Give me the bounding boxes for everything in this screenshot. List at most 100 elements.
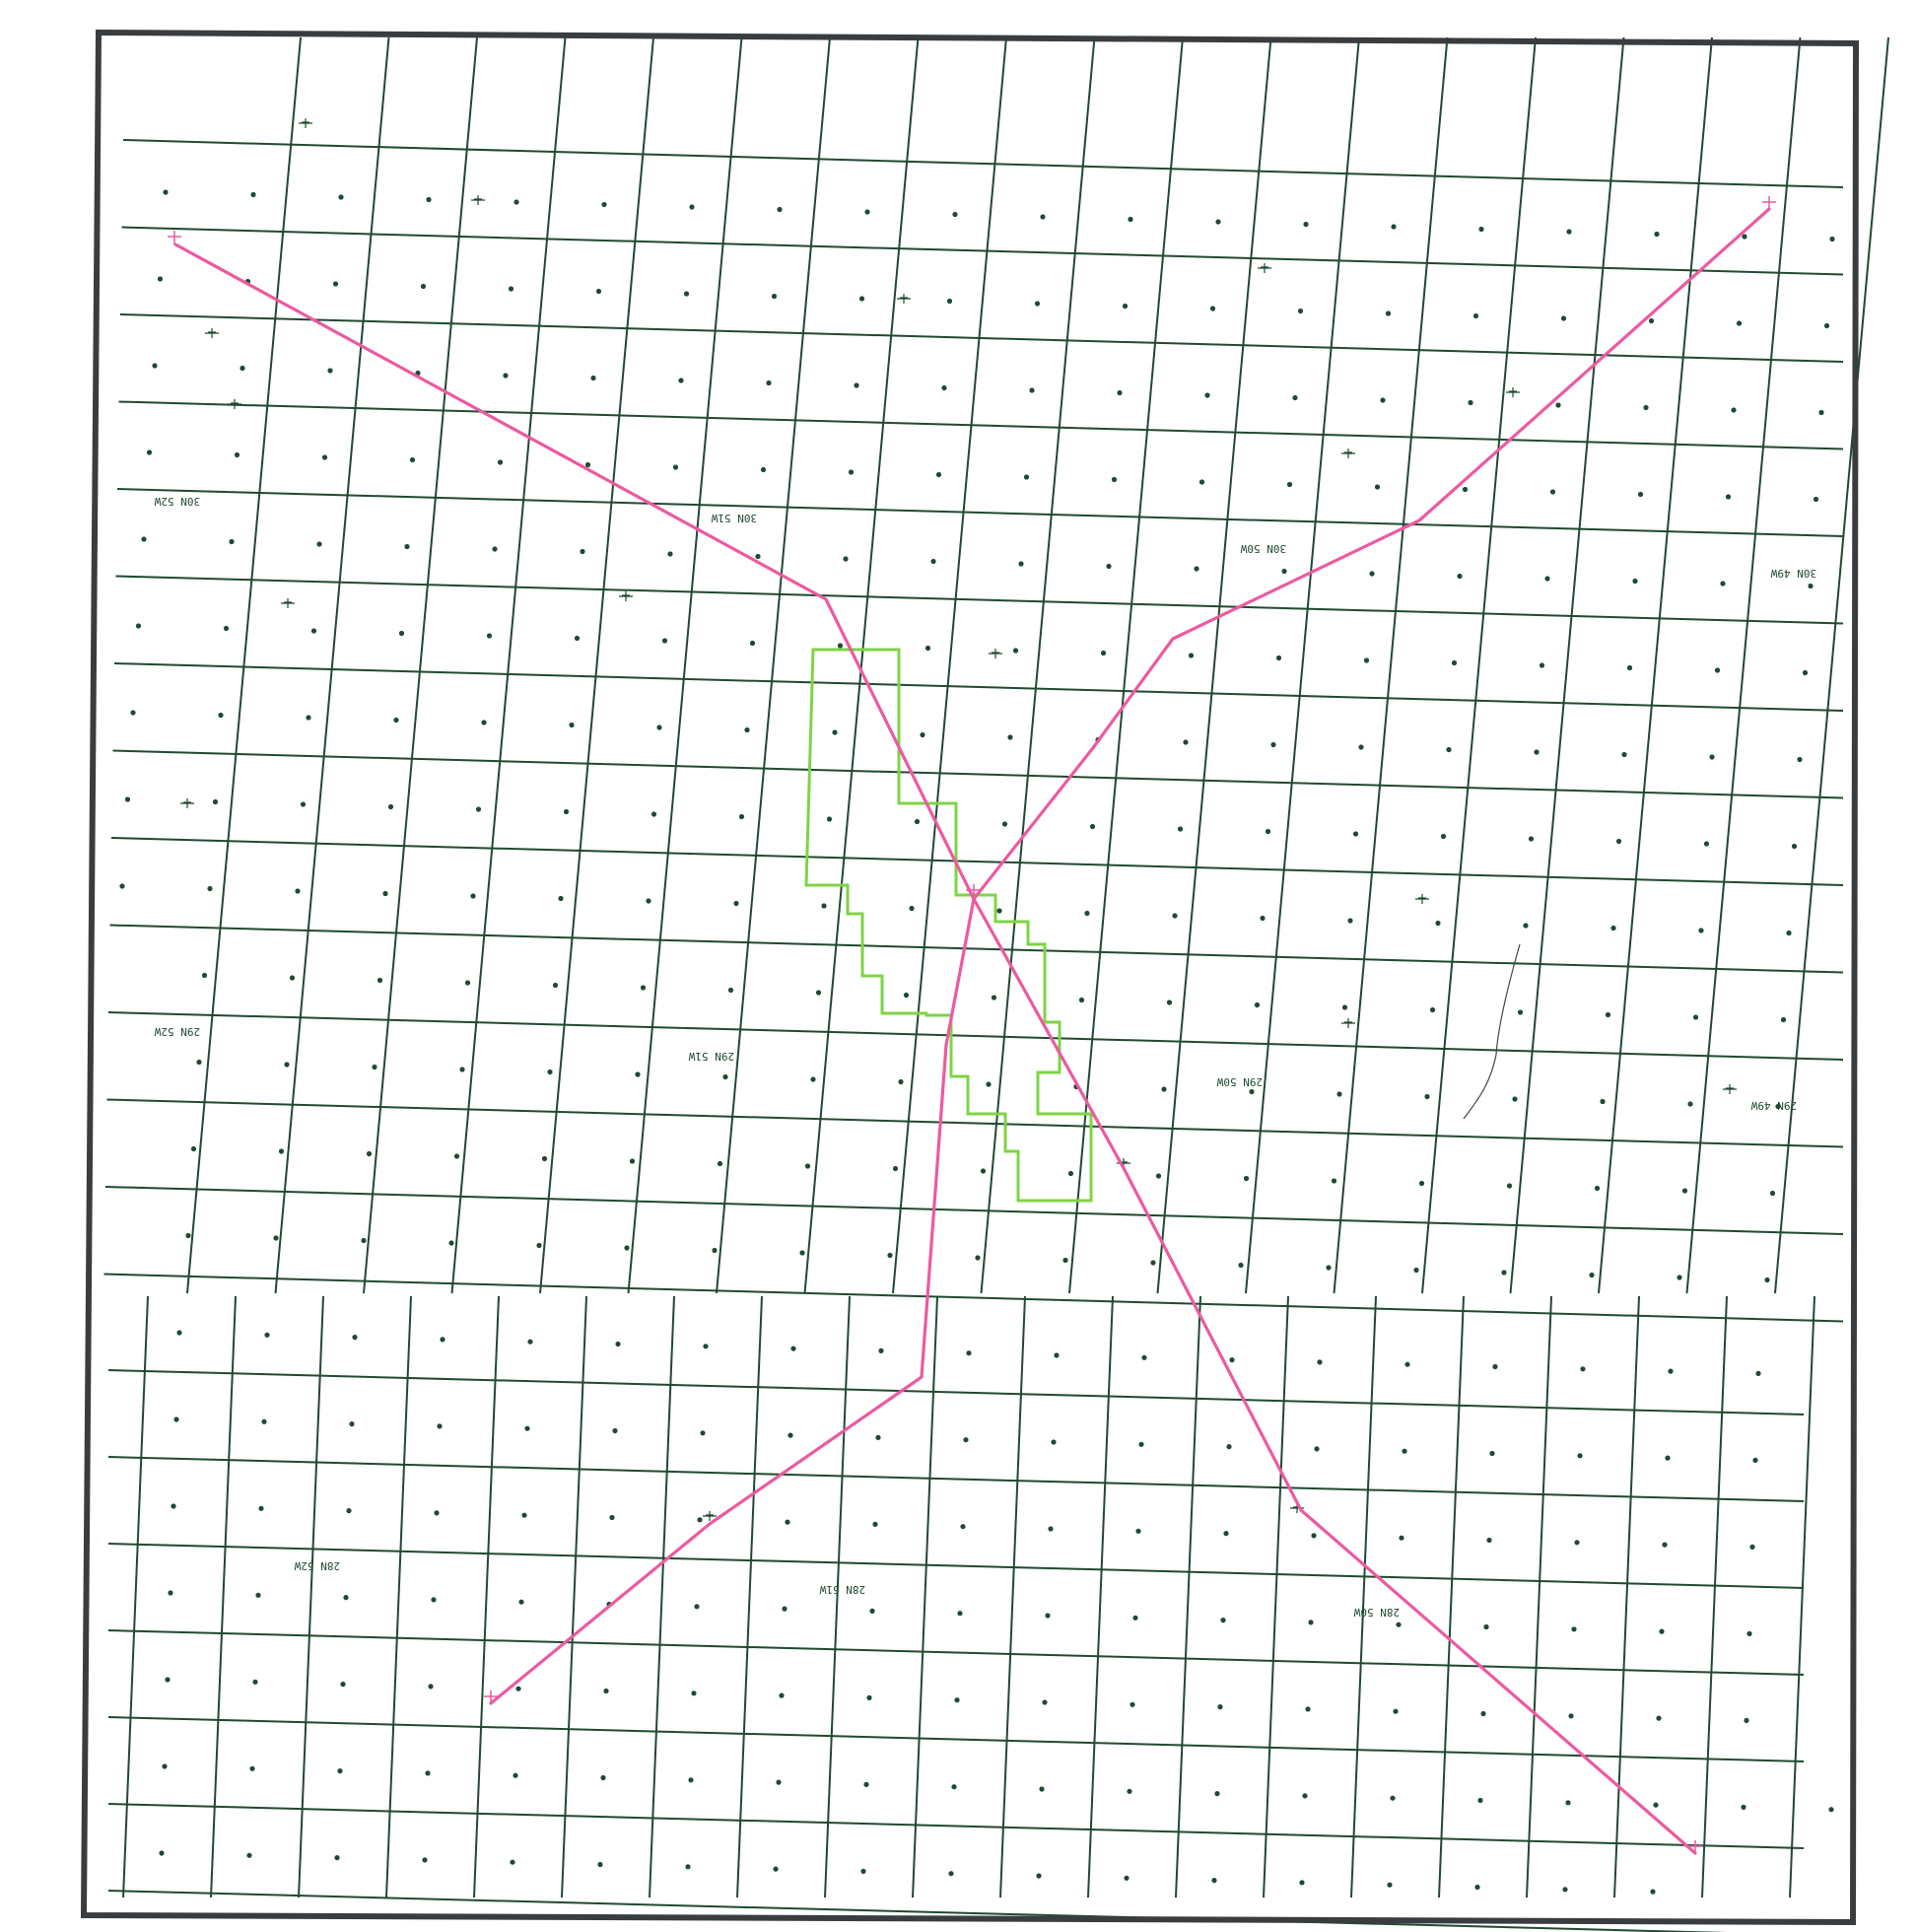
- township-label-30n-51w: 30N 51W: [711, 512, 757, 524]
- section-center-dot: [843, 556, 849, 562]
- section-center-dot: [1571, 1626, 1577, 1632]
- section-line-vertical: [716, 36, 831, 1294]
- section-center-dot: [1391, 224, 1397, 230]
- section-center-dot: [694, 1604, 700, 1610]
- section-center-dot: [1626, 664, 1633, 671]
- township-label-28n-51w: 28N 51W: [819, 1583, 865, 1596]
- section-center-dot: [334, 1855, 340, 1861]
- section-center-dot: [141, 536, 147, 542]
- section-center-dot: [727, 987, 734, 994]
- section-center-dot: [1260, 915, 1266, 922]
- section-center-dot: [1829, 236, 1835, 242]
- section-line-vertical: [363, 36, 478, 1294]
- section-center-dot: [1374, 484, 1381, 490]
- section-line-vertical: [450, 36, 567, 1294]
- section-center-dot: [1390, 1795, 1396, 1801]
- section-center-dot: [1007, 734, 1013, 740]
- section-line-vertical: [803, 36, 920, 1294]
- section-center-dot: [1534, 749, 1540, 755]
- section-center-dot: [229, 538, 235, 545]
- well-symbols: [180, 118, 1737, 1521]
- section-center-dot: [1731, 407, 1737, 413]
- section-center-dot: [941, 384, 947, 391]
- township-label-29n-50w: 29N 50W: [1216, 1075, 1263, 1088]
- section-center-dot: [258, 1505, 264, 1511]
- section-center-dot: [1424, 1093, 1430, 1100]
- section-center-dot: [1755, 1370, 1761, 1376]
- section-center-dot: [1492, 1363, 1498, 1370]
- section-center-dot: [860, 1868, 866, 1874]
- section-center-dot: [1204, 392, 1210, 398]
- section-center-dot: [1632, 578, 1638, 585]
- well-symbol-icon: [1415, 894, 1429, 904]
- section-center-dot: [1594, 1185, 1601, 1192]
- section-center-dot: [1089, 823, 1096, 830]
- section-line-vertical: [1156, 36, 1272, 1294]
- section-center-dot: [848, 469, 855, 475]
- section-line-horizontal: [113, 662, 1844, 712]
- section-line-vertical: [736, 1295, 763, 1898]
- section-line-vertical: [1789, 1295, 1815, 1898]
- well-symbol-icon: [1723, 1084, 1737, 1094]
- section-center-dot: [1568, 1713, 1574, 1719]
- section-center-dot: [284, 1062, 290, 1068]
- section-center-dot: [246, 1852, 252, 1858]
- section-center-dot: [1209, 306, 1216, 311]
- section-center-dot: [1067, 1170, 1074, 1177]
- section-center-dot: [1703, 841, 1710, 847]
- section-center-dot: [527, 1339, 533, 1345]
- section-center-dot: [1048, 1526, 1054, 1532]
- township-label-30n-49w: 30N 49W: [1770, 567, 1816, 580]
- section-center-dot: [629, 1158, 636, 1164]
- section-center-dot: [185, 1232, 191, 1239]
- section-center-dot: [124, 796, 131, 802]
- section-center-dot: [162, 1763, 168, 1769]
- section-center-dot: [1665, 1455, 1671, 1461]
- section-center-dot: [1523, 923, 1529, 929]
- northeast-bottomhole-icon: [1762, 196, 1776, 210]
- section-center-dot: [749, 640, 756, 647]
- section-center-dot: [255, 1592, 261, 1598]
- well-symbol-icon: [471, 195, 485, 205]
- section-center-dot: [1198, 479, 1205, 485]
- section-center-dot: [1183, 739, 1189, 745]
- northwest-lateral-path: [173, 242, 976, 901]
- section-line-vertical: [1068, 36, 1184, 1294]
- section-center-dot: [1243, 1175, 1250, 1182]
- section-center-dot: [404, 543, 410, 550]
- section-center-dot: [615, 1341, 621, 1347]
- section-center-dot: [159, 1850, 165, 1856]
- section-center-dot: [1226, 1444, 1232, 1450]
- section-center-dot: [1791, 843, 1798, 850]
- section-line-horizontal: [107, 1803, 1805, 1849]
- section-center-dot: [425, 1770, 431, 1776]
- section-center-dot: [1106, 563, 1112, 570]
- section-center-dot: [1566, 229, 1572, 235]
- section-center-dot: [521, 1512, 527, 1518]
- section-center-dot: [1818, 409, 1824, 416]
- section-center-dot: [1813, 496, 1819, 503]
- section-center-dot: [771, 293, 778, 300]
- section-center-dot: [1270, 741, 1276, 748]
- section-center-dot: [635, 1071, 641, 1077]
- section-center-dot: [960, 1524, 966, 1530]
- section-center-dot: [703, 1344, 709, 1349]
- section-line-vertical: [186, 36, 302, 1294]
- section-center-dot: [1281, 568, 1287, 575]
- section-center-dot: [1621, 751, 1627, 758]
- section-center-dot: [640, 985, 647, 991]
- section-center-dot: [1544, 576, 1550, 582]
- section-center-dot: [787, 1432, 793, 1438]
- section-center-dot: [779, 1692, 785, 1698]
- section-center-dot: [157, 276, 164, 282]
- section-center-dot: [212, 798, 219, 805]
- section-center-dot: [1562, 1887, 1568, 1893]
- section-line-vertical: [473, 1295, 500, 1898]
- section-center-dot: [892, 1165, 899, 1172]
- section-center-dot: [524, 1425, 530, 1431]
- township-label-30n-50w: 30N 50W: [1240, 542, 1286, 555]
- section-center-dot: [1130, 1701, 1135, 1707]
- section-center-dot: [1418, 1180, 1425, 1187]
- well-symbol-icon: [619, 591, 633, 601]
- section-center-dot: [426, 196, 432, 203]
